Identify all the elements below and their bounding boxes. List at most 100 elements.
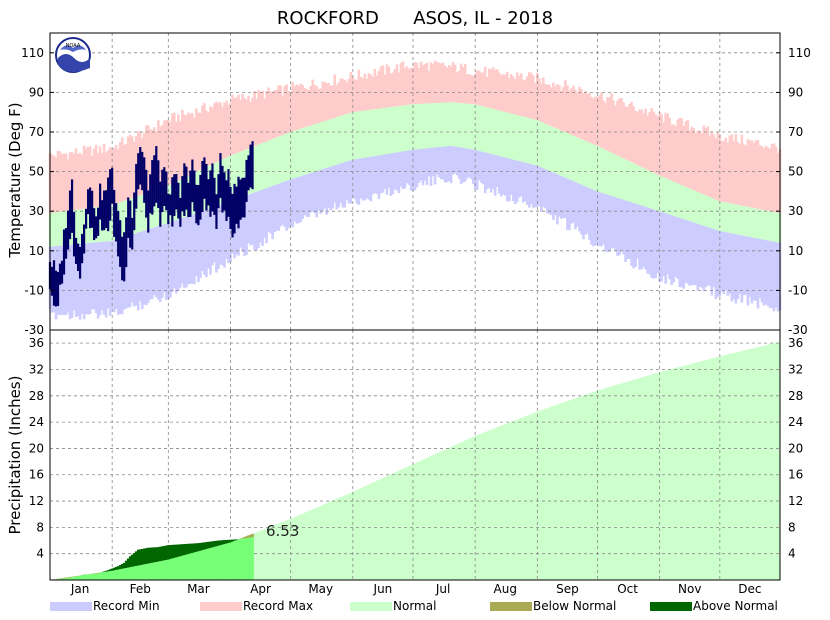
record-min-bar: [213, 206, 216, 263]
record-min-bar: [455, 146, 459, 176]
normal-range-bar: [329, 119, 333, 167]
observed-temperature-bar: [66, 210, 70, 250]
normal-range-bar: [154, 189, 158, 227]
legend-item: Record Max: [200, 599, 313, 613]
precipitation-observed-bar: [70, 577, 74, 580]
precipitation-tick-label-left: 20: [29, 441, 44, 455]
precipitation-observed-bar: [195, 551, 198, 580]
record-max-bar: [419, 61, 423, 104]
record-min-bar: [550, 171, 553, 216]
record-min-bar: [666, 213, 669, 275]
record-min-bar: [606, 194, 609, 253]
record-min-bar: [423, 148, 427, 181]
precipitation-observed-bar: [215, 546, 218, 580]
month-label: Nov: [678, 582, 701, 596]
normal-range-bar: [439, 102, 443, 147]
legend-swatch: [490, 602, 532, 611]
record-min-bar: [463, 148, 467, 182]
record-max-bar: [427, 71, 431, 104]
precipitation-observed-bar: [86, 574, 90, 580]
temperature-tick-label-right: -30: [788, 323, 808, 337]
precipitation-observed-bar: [243, 538, 246, 580]
record-max-bar: [588, 92, 591, 143]
record-max-bar: [263, 98, 266, 143]
observed-temperature-bar: [155, 146, 158, 203]
precipitation-above-normal-bar: [175, 544, 178, 558]
normal-range-bar: [728, 203, 732, 233]
record-max-bar: [664, 112, 667, 179]
record-max-bar: [309, 85, 313, 126]
normal-range-bar: [722, 202, 726, 232]
record-max-bar: [688, 130, 692, 189]
record-min-bar: [513, 160, 517, 204]
record-max-bar: [257, 89, 260, 145]
observed-temperature-bar: [145, 169, 148, 218]
record-max-bar: [762, 148, 766, 211]
record-max-bar: [333, 74, 337, 118]
precipitation-observed-bar: [124, 567, 128, 580]
record-min-bar: [257, 191, 260, 248]
record-max-bar: [672, 124, 676, 182]
record-max-bar: [570, 88, 573, 135]
precipitation-tick-label-right: 32: [788, 362, 803, 376]
record-min-bar: [552, 172, 555, 220]
normal-range-bar: [686, 187, 690, 221]
observed-temperature-bar: [215, 194, 218, 229]
record-min-bar: [161, 224, 164, 299]
record-min-bar: [704, 226, 708, 288]
normal-range-bar: [628, 161, 631, 202]
record-max-bar: [694, 132, 698, 192]
record-max-bar: [528, 72, 531, 119]
precipitation-above-normal-bar: [207, 541, 210, 549]
normal-range-bar: [690, 189, 694, 222]
record-min-bar: [80, 243, 84, 314]
normal-range-bar: [714, 199, 718, 230]
normal-range-bar: [495, 109, 499, 156]
precipitation-observed-bar: [209, 548, 212, 580]
record-max-bar: [642, 113, 645, 168]
record-max-bar: [90, 155, 94, 208]
normal-range-bar: [269, 139, 272, 187]
record-min-bar: [379, 155, 383, 194]
record-min-bar: [774, 242, 778, 308]
precipitation-observed-bar: [237, 539, 240, 580]
record-max-bar: [734, 134, 738, 205]
precipitation-above-normal-bar: [165, 545, 168, 561]
record-min-bar: [311, 172, 315, 212]
record-min-bar: [698, 224, 702, 287]
precipitation-observed-bar: [60, 578, 64, 580]
observed-temperature-bar: [133, 192, 136, 231]
record-max-bar: [303, 88, 306, 128]
record-min-bar: [680, 218, 684, 288]
observed-temperature-bar: [163, 167, 166, 206]
record-max-bar: [128, 134, 132, 199]
record-min-bar: [315, 171, 319, 218]
observed-temperature-bar: [147, 190, 150, 233]
precipitation-observed-bar: [146, 563, 150, 580]
normal-range-bar: [672, 181, 676, 216]
record-min-bar: [702, 225, 706, 292]
normal-range-bar: [610, 152, 613, 196]
record-max-bar: [774, 146, 778, 213]
normal-range-bar: [776, 212, 780, 243]
observed-temperature-bar: [225, 180, 228, 221]
record-min-bar: [277, 183, 280, 231]
normal-range-bar: [509, 113, 513, 160]
normal-range-bar: [534, 119, 537, 166]
normal-range-bar: [417, 103, 421, 150]
precipitation-observed-bar: [122, 568, 126, 580]
normal-range-bar: [524, 117, 527, 163]
normal-range-bar: [307, 126, 311, 174]
normal-range-bar: [742, 206, 746, 236]
record-max-bar: [112, 147, 116, 205]
record-min-bar: [538, 166, 541, 206]
record-min-bar: [251, 193, 254, 245]
record-max-bar: [233, 98, 236, 155]
observed-temperature-bar: [117, 211, 120, 257]
record-min-bar: [664, 213, 667, 284]
record-min-bar: [532, 164, 535, 208]
record-max-bar: [776, 152, 780, 213]
precipitation-observed-bar: [76, 575, 80, 580]
observed-temperature-bar: [74, 237, 78, 264]
record-min-bar: [150, 228, 154, 300]
